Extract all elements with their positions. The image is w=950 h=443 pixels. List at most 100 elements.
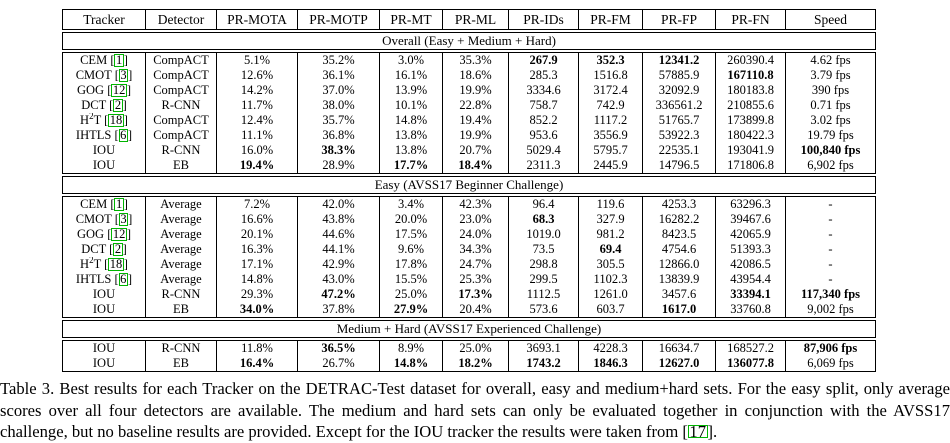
value-cell: 68.3 <box>509 212 579 227</box>
citation-number[interactable]: 2 <box>113 98 123 112</box>
value-cell: 17.3% <box>443 287 509 302</box>
tracker-name: IOU <box>92 143 116 157</box>
citation-number[interactable]: 12 <box>111 227 127 241</box>
column-header: Tracker <box>63 10 146 29</box>
citation-number[interactable]: 1 <box>114 197 124 211</box>
value-cell: 0.71 fps <box>810 98 851 112</box>
value-cell: 1019.0 <box>509 227 579 242</box>
value-cell: 3556.9 <box>579 128 643 143</box>
tracker-cell: DCT [2] <box>63 242 146 257</box>
value-cell: - <box>828 227 833 241</box>
value-cell: 27.9% <box>380 302 443 317</box>
citation-link[interactable]: 1 <box>114 197 124 211</box>
value-cell: 11.8% <box>217 341 298 356</box>
tracker-cell: GOG [12] <box>63 227 146 242</box>
citation-link[interactable]: 12 <box>111 227 127 241</box>
citation-link[interactable]: 6 <box>118 272 128 286</box>
section-data-rows: CEM [1] Average 7.2% 42.0% 3.4% 42.3% 96.4 119.… <box>62 196 876 318</box>
detector-cell: EB <box>146 356 217 371</box>
value-cell: 18.2% <box>443 356 509 371</box>
citation-link[interactable]: 18 <box>108 113 124 127</box>
value-cell: 24.0% <box>443 227 509 242</box>
value-cell: 25.0% <box>443 341 509 356</box>
citation-link[interactable]: 3 <box>118 212 129 226</box>
tracker-name-superscript: 2 <box>89 257 94 265</box>
citation-number[interactable]: 3 <box>118 212 129 226</box>
value-cell: - <box>828 257 833 271</box>
value-cell: 119.6 <box>579 197 643 212</box>
value-cell: 210855.6 <box>716 98 786 113</box>
tracker-cell: IOU <box>63 158 146 173</box>
value-cell: 4253.3 <box>643 197 716 212</box>
detector-cell: CompACT <box>146 68 217 83</box>
value-cell: - <box>828 242 833 256</box>
value-cell: 29.3% <box>217 287 298 302</box>
value-cell: 3693.1 <box>509 341 579 356</box>
citation-number[interactable]: 6 <box>118 272 128 286</box>
tracker-cell: IOU <box>63 302 146 317</box>
tracker-cell: GOG [12] <box>63 83 146 98</box>
citation-number[interactable]: 6 <box>118 128 128 142</box>
value-cell: 167110.8 <box>716 68 786 83</box>
value-cell: 16.1% <box>380 68 443 83</box>
value-cell: 17.7% <box>380 158 443 173</box>
tracker-cell: CEM [1] <box>63 197 146 212</box>
tracker-name: CMOT <box>75 68 112 82</box>
value-cell: 12627.0 <box>643 356 716 371</box>
value-cell: 19.4% <box>443 113 509 128</box>
value-cell: 3.02 fps <box>810 113 851 127</box>
value-cell: 37.0% <box>298 83 380 98</box>
value-cell: 87,906 fps <box>803 341 858 355</box>
citation-number[interactable]: 3 <box>118 68 129 82</box>
citation-link[interactable]: 18 <box>108 257 124 271</box>
citation-link[interactable]: 2 <box>113 98 123 112</box>
value-cell: 37.8% <box>298 302 380 317</box>
value-cell: 20.4% <box>443 302 509 317</box>
tracker-name-superscript: 2 <box>89 113 94 121</box>
citation-number[interactable]: 17 <box>687 422 708 441</box>
caption-citation-link[interactable]: 17 <box>687 422 708 441</box>
value-cell: 35.2% <box>298 53 380 68</box>
tracker-cell: IOU <box>63 356 146 371</box>
value-cell: 3172.4 <box>579 83 643 98</box>
value-cell: 69.4 <box>579 242 643 257</box>
citation-number[interactable]: 18 <box>108 257 124 271</box>
value-cell: 742.9 <box>579 98 643 113</box>
citation-link[interactable]: 1 <box>114 53 124 67</box>
column-header: PR-MOTA <box>217 10 298 29</box>
citation-number[interactable]: 12 <box>111 83 127 97</box>
citation-link[interactable]: 12 <box>111 83 127 97</box>
value-cell: 22.8% <box>443 98 509 113</box>
value-cell: 36.5% <box>298 341 380 356</box>
value-cell: 352.3 <box>579 53 643 68</box>
value-cell: 16.3% <box>217 242 298 257</box>
citation-link[interactable]: 2 <box>113 242 123 256</box>
detector-cell: Average <box>146 197 217 212</box>
value-cell: 953.6 <box>509 128 579 143</box>
value-cell: 35.3% <box>443 53 509 68</box>
detector-cell: CompACT <box>146 113 217 128</box>
tracker-name: IOU <box>92 158 116 172</box>
value-cell: 14.8% <box>380 113 443 128</box>
value-cell: 28.9% <box>298 158 380 173</box>
citation-number[interactable]: 2 <box>113 242 123 256</box>
value-cell: 43.8% <box>298 212 380 227</box>
citation-number[interactable]: 1 <box>114 53 124 67</box>
value-cell: 34.3% <box>443 242 509 257</box>
citation-number[interactable]: 18 <box>108 113 124 127</box>
value-cell: 34.0% <box>217 302 298 317</box>
value-cell: 299.5 <box>509 272 579 287</box>
column-header: PR-MOTP <box>298 10 380 29</box>
tracker-name: IHTLS <box>75 128 112 142</box>
value-cell: 3.79 fps <box>810 68 851 82</box>
citation-link[interactable]: 6 <box>118 128 128 142</box>
value-cell: 2311.3 <box>509 158 579 173</box>
value-cell: 14.8% <box>380 356 443 371</box>
value-cell: 16282.2 <box>643 212 716 227</box>
citation-link[interactable]: 3 <box>118 68 129 82</box>
value-cell: 57885.9 <box>643 68 716 83</box>
detector-cell: R-CNN <box>146 143 217 158</box>
value-cell: 4754.6 <box>643 242 716 257</box>
tracker-name: DCT <box>81 98 107 112</box>
value-cell: 3457.6 <box>643 287 716 302</box>
